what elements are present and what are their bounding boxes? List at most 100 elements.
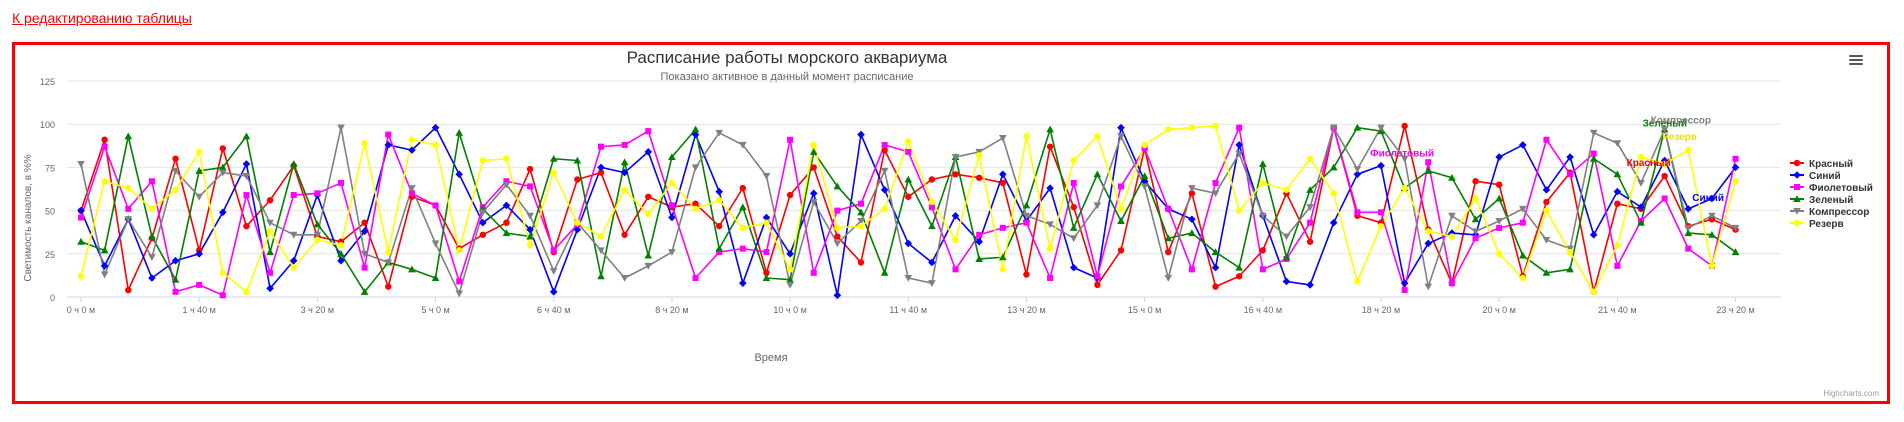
data-point[interactable] xyxy=(1731,163,1740,172)
data-point[interactable] xyxy=(1542,269,1551,276)
data-point[interactable] xyxy=(762,173,771,180)
data-point[interactable] xyxy=(1424,283,1433,291)
data-point[interactable] xyxy=(1637,153,1645,161)
data-point[interactable] xyxy=(290,264,297,271)
data-point[interactable] xyxy=(644,148,653,156)
data-point[interactable] xyxy=(502,229,511,237)
data-point[interactable] xyxy=(1400,279,1409,287)
data-point[interactable] xyxy=(1046,184,1054,192)
data-point[interactable] xyxy=(77,237,85,245)
data-point[interactable] xyxy=(999,266,1007,273)
data-point[interactable] xyxy=(857,259,865,266)
data-point[interactable] xyxy=(1306,281,1314,289)
data-point[interactable] xyxy=(1188,124,1196,131)
data-point[interactable] xyxy=(242,173,251,180)
data-point[interactable] xyxy=(1542,186,1551,194)
data-point[interactable] xyxy=(668,249,676,256)
data-point[interactable] xyxy=(1661,195,1668,202)
data-point[interactable] xyxy=(668,213,676,222)
data-point[interactable] xyxy=(195,148,203,156)
data-point[interactable] xyxy=(337,241,345,249)
data-point[interactable] xyxy=(455,247,463,254)
data-point[interactable] xyxy=(219,145,227,152)
data-point[interactable] xyxy=(100,246,109,254)
legend-item-4[interactable]: Компрессор xyxy=(1790,207,1869,218)
data-point[interactable] xyxy=(219,292,226,299)
data-point[interactable] xyxy=(1684,229,1693,237)
data-point[interactable] xyxy=(1188,185,1196,192)
data-point[interactable] xyxy=(1519,251,1527,259)
data-point[interactable] xyxy=(219,208,227,217)
data-point[interactable] xyxy=(857,217,865,225)
data-point[interactable] xyxy=(762,213,771,222)
data-point[interactable] xyxy=(289,160,298,167)
data-point[interactable] xyxy=(148,254,156,262)
data-point[interactable] xyxy=(503,155,510,162)
data-point[interactable] xyxy=(928,258,936,267)
data-point[interactable] xyxy=(550,247,557,254)
data-point[interactable] xyxy=(1046,221,1054,229)
data-point[interactable] xyxy=(645,210,652,218)
data-point[interactable] xyxy=(1235,263,1243,271)
data-point[interactable] xyxy=(1613,187,1622,196)
data-point[interactable] xyxy=(1589,230,1598,239)
data-point[interactable] xyxy=(620,158,629,166)
data-point[interactable] xyxy=(691,125,700,133)
data-point[interactable] xyxy=(763,219,770,226)
data-point[interactable] xyxy=(172,155,179,162)
data-point[interactable] xyxy=(810,269,817,276)
data-point[interactable] xyxy=(1424,239,1433,248)
data-point[interactable] xyxy=(857,208,865,216)
data-point[interactable] xyxy=(1377,222,1385,230)
data-point[interactable] xyxy=(384,259,393,267)
data-point[interactable] xyxy=(1495,250,1503,257)
data-point[interactable] xyxy=(479,157,487,164)
data-point[interactable] xyxy=(100,271,109,279)
data-point[interactable] xyxy=(1708,230,1716,238)
data-point[interactable] xyxy=(786,191,794,199)
data-point[interactable] xyxy=(125,286,132,294)
data-point[interactable] xyxy=(691,130,700,139)
data-point[interactable] xyxy=(1685,245,1692,252)
data-point[interactable] xyxy=(928,280,936,287)
data-point[interactable] xyxy=(881,205,888,213)
data-point[interactable] xyxy=(408,185,416,192)
data-point[interactable] xyxy=(598,143,604,150)
data-point[interactable] xyxy=(1589,154,1598,162)
data-point[interactable] xyxy=(668,202,675,209)
data-point[interactable] xyxy=(1283,186,1290,194)
data-point[interactable] xyxy=(1259,212,1267,220)
data-point[interactable] xyxy=(1519,141,1527,149)
data-point[interactable] xyxy=(1165,205,1172,212)
data-point[interactable] xyxy=(1354,278,1361,285)
data-point[interactable] xyxy=(1708,262,1716,270)
data-point[interactable] xyxy=(1448,233,1456,240)
data-point[interactable] xyxy=(502,181,511,189)
data-point[interactable] xyxy=(881,141,888,148)
data-point[interactable] xyxy=(385,248,392,256)
data-point[interactable] xyxy=(526,232,534,240)
data-point[interactable] xyxy=(597,247,605,255)
data-point[interactable] xyxy=(1448,280,1455,287)
data-point[interactable] xyxy=(101,178,108,185)
data-point[interactable] xyxy=(408,146,416,154)
data-point[interactable] xyxy=(125,205,132,212)
data-point[interactable] xyxy=(880,167,889,175)
data-point[interactable] xyxy=(833,291,842,300)
data-point[interactable] xyxy=(1590,288,1597,296)
data-point[interactable] xyxy=(196,281,203,288)
data-point[interactable] xyxy=(1495,194,1503,202)
data-point[interactable] xyxy=(313,220,322,228)
data-point[interactable] xyxy=(834,207,841,214)
data-point[interactable] xyxy=(880,186,889,194)
data-point[interactable] xyxy=(951,154,960,161)
data-point[interactable] xyxy=(1732,155,1739,162)
data-point[interactable] xyxy=(715,129,723,137)
data-point[interactable] xyxy=(361,219,368,226)
data-point[interactable] xyxy=(763,269,770,277)
data-point[interactable] xyxy=(1211,248,1220,256)
data-point[interactable] xyxy=(289,231,298,239)
data-point[interactable] xyxy=(243,222,250,230)
legend-item-5[interactable]: Резерв xyxy=(1790,219,1844,230)
data-point[interactable] xyxy=(928,204,935,211)
